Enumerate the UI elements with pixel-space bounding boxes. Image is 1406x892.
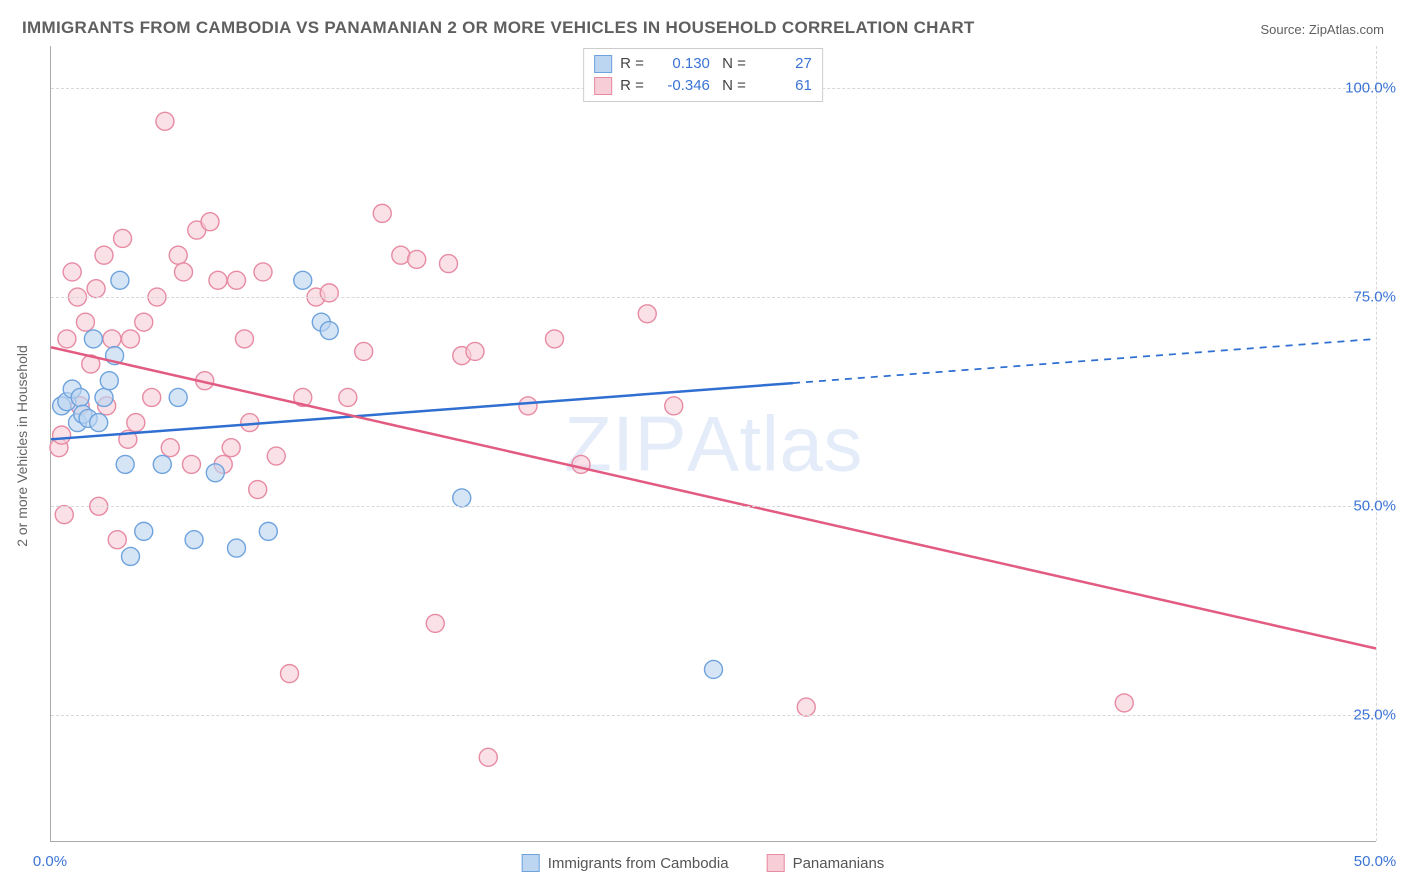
y-tick-label: 50.0% [1353, 498, 1396, 515]
y-tick-label: 25.0% [1353, 707, 1396, 724]
r-label: R = [620, 75, 644, 97]
swatch-cambodia [522, 854, 540, 872]
legend-item-panamanians: Panamanians [767, 854, 885, 872]
r-value-2: -0.346 [652, 75, 710, 97]
plot-area: ZIPAtlas [50, 46, 1376, 842]
r-value-1: 0.130 [652, 53, 710, 75]
scatter-chart-svg [51, 46, 1376, 841]
correlation-legend: R = 0.130 N = 27 R = -0.346 N = 61 [583, 48, 823, 102]
x-tick-label: 50.0% [1354, 853, 1397, 870]
series-legend: Immigrants from Cambodia Panamanians [522, 854, 885, 872]
legend-row-series1: R = 0.130 N = 27 [594, 53, 812, 75]
n-value-2: 61 [754, 75, 812, 97]
legend-label-panamanians: Panamanians [793, 855, 885, 872]
n-label: N = [718, 75, 746, 97]
r-label: R = [620, 53, 644, 75]
x-tick-label: 0.0% [33, 853, 67, 870]
n-label: N = [718, 53, 746, 75]
source-attribution: Source: ZipAtlas.com [1260, 22, 1384, 37]
legend-row-series2: R = -0.346 N = 61 [594, 75, 812, 97]
swatch-series2 [594, 77, 612, 95]
swatch-series1 [594, 55, 612, 73]
y-axis-label: 2 or more Vehicles in Household [14, 345, 30, 547]
swatch-panamanians [767, 854, 785, 872]
n-value-1: 27 [754, 53, 812, 75]
legend-label-cambodia: Immigrants from Cambodia [548, 855, 729, 872]
y-tick-label: 75.0% [1353, 289, 1396, 306]
legend-item-cambodia: Immigrants from Cambodia [522, 854, 729, 872]
y-tick-label: 100.0% [1345, 79, 1396, 96]
chart-title: IMMIGRANTS FROM CAMBODIA VS PANAMANIAN 2… [22, 18, 975, 38]
